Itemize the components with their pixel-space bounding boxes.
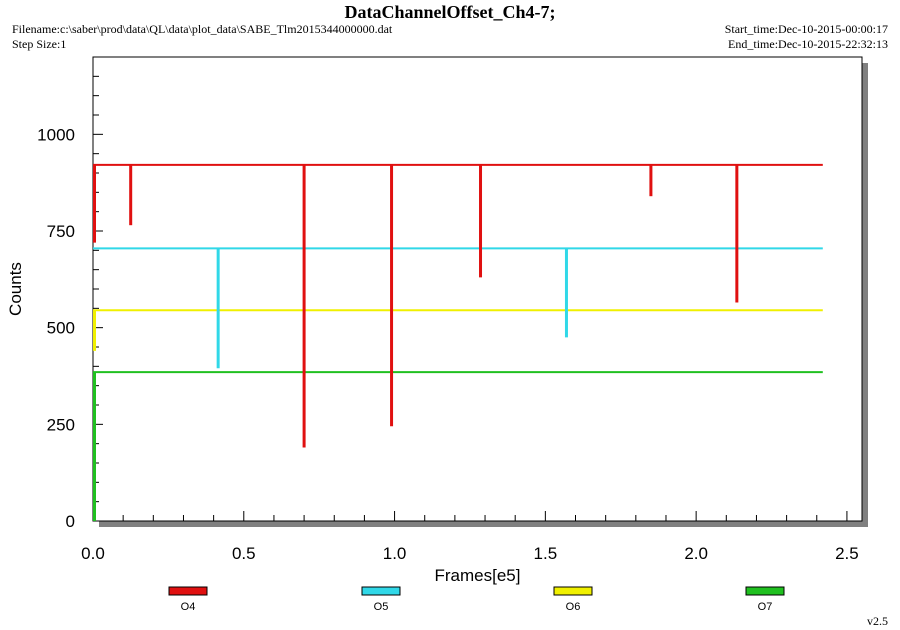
y-tick-label: 500 <box>47 319 75 338</box>
x-tick-label: 0.5 <box>232 544 256 563</box>
x-tick-label: 2.5 <box>835 544 859 563</box>
legend-label-O4: O4 <box>181 601 196 613</box>
x-axis-label: Frames[e5] <box>435 566 521 585</box>
y-tick-label: 250 <box>47 415 75 434</box>
y-axis-label: Counts <box>6 262 25 316</box>
series-O5 <box>93 247 823 369</box>
legend-swatch-O5 <box>361 586 401 596</box>
y-tick-label: 1000 <box>37 125 75 144</box>
legend-swatch-O4 <box>168 586 208 596</box>
version-label: v2.5 <box>867 614 888 628</box>
chart-title: DataChannelOffset_Ch4-7; <box>344 2 556 22</box>
legend-label-O7: O7 <box>758 601 773 613</box>
series-O6 <box>93 309 823 351</box>
x-tick-label: 1.0 <box>383 544 407 563</box>
x-tick-label: 1.5 <box>534 544 558 563</box>
step-size-text: Step Size:1 <box>12 37 67 51</box>
legend-label-O6: O6 <box>566 601 581 613</box>
series-O7 <box>93 371 823 521</box>
legend-swatch-O6 <box>553 586 593 596</box>
legend-label-O5: O5 <box>374 601 389 613</box>
y-tick-label: 750 <box>47 222 75 241</box>
start-time-text: Start_time:Dec-10-2015-00:00:17 <box>724 22 888 36</box>
x-tick-label: 2.0 <box>684 544 708 563</box>
series-O4 <box>93 163 823 448</box>
x-tick-label: 0.0 <box>81 544 105 563</box>
legend-swatch-O7 <box>745 586 785 596</box>
end-time-text: End_time:Dec-10-2015-22:32:13 <box>728 37 888 51</box>
filename-text: Filename:c:\saber\prod\data\QL\data\plot… <box>12 22 393 36</box>
y-tick-label: 0 <box>66 512 75 531</box>
plot-area <box>92 56 863 522</box>
